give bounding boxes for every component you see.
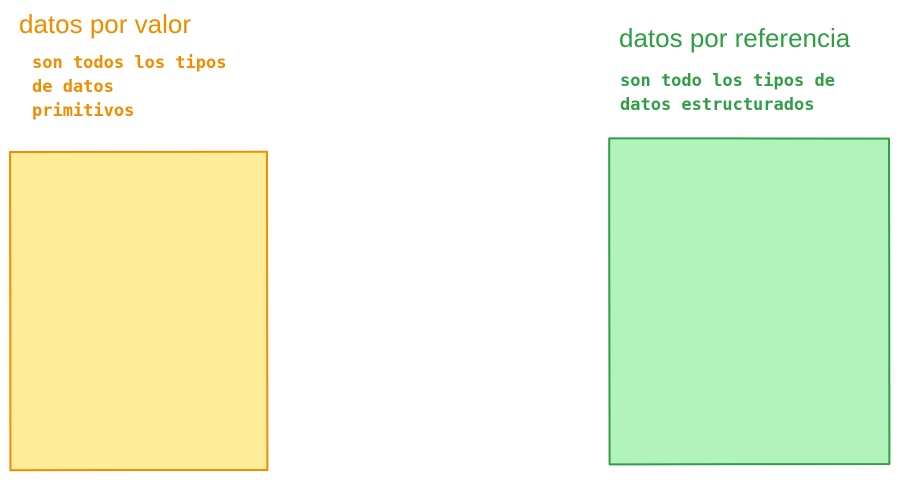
yellow-rectangle xyxy=(8,150,269,472)
yellow-rectangle-shape xyxy=(8,150,269,472)
description-datos-por-referencia: son todo los tipos de datos estructurado… xyxy=(620,71,835,115)
heading-datos-por-referencia: datos por referencia xyxy=(619,23,851,53)
heading-datos-por-valor: datos por valor xyxy=(19,9,191,39)
description-datos-por-valor: son todos los tipos de datos primitivos xyxy=(32,53,227,121)
green-rectangle-shape xyxy=(608,137,891,466)
green-rectangle xyxy=(608,137,891,466)
